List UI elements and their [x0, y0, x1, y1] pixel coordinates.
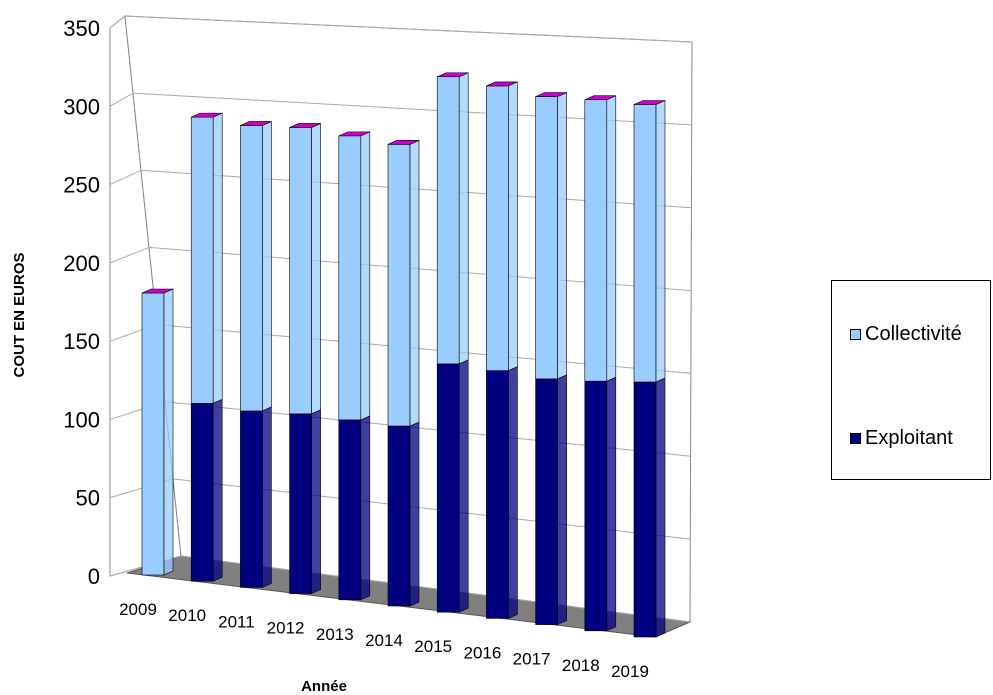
bar-side-exploitant [262, 406, 272, 588]
x-tick-label: 2009 [119, 600, 157, 619]
x-tick-label: 2017 [513, 650, 551, 669]
y-tick-label: 250 [63, 173, 100, 198]
bar-side-exploitant [212, 398, 223, 582]
bar-collectivité [190, 116, 214, 404]
y-tick-label: 0 [88, 564, 100, 589]
bar-exploitant [289, 413, 312, 594]
legend-item-exploitant: Exploitant [850, 427, 953, 450]
x-tick-label: 2018 [562, 656, 600, 675]
y-axis-title: COUT EN EUROS [11, 252, 28, 377]
bar-side-collectivité [606, 95, 617, 382]
bar-top [240, 121, 272, 126]
x-tick-label: 2013 [316, 625, 354, 644]
legend-label-collectivite: Collectivité [865, 323, 962, 345]
x-tick-label: 2012 [267, 619, 305, 638]
bar-top [338, 131, 370, 137]
x-tick-label: 2014 [365, 631, 403, 650]
bar-collectivité [436, 76, 460, 365]
bar-collectivité [387, 144, 411, 427]
x-axis-ticks: 2009 2010 2011 2012 2013 2014 2015 2016 2017 2018… [119, 600, 649, 681]
bar-side-exploitant [655, 377, 666, 638]
y-tick-label: 100 [63, 407, 100, 432]
bar-top [191, 112, 223, 118]
bar-side-collectivité [311, 122, 321, 415]
bar-top [633, 100, 666, 105]
bars [141, 72, 666, 638]
y-tick-label: 300 [63, 94, 100, 119]
bar-side-exploitant [409, 421, 420, 607]
bar-collectivité [141, 292, 165, 576]
bar-side-exploitant [458, 359, 469, 613]
bar-collectivité [633, 104, 657, 383]
bar-side-exploitant [606, 376, 617, 632]
bar-side-collectivité [508, 81, 518, 372]
bar-top [387, 140, 420, 145]
bar-exploitant [387, 425, 411, 607]
bar-exploitant [633, 381, 657, 638]
legend-swatch-exploitant [850, 433, 861, 444]
y-axis-ticks: 0 50 100 150 200 250 300 350 [63, 16, 100, 589]
gridline-side [109, 246, 150, 264]
bar-side-collectivité [409, 139, 420, 427]
x-tick-label: 2011 [218, 612, 255, 631]
bar-side-collectivité [163, 288, 174, 576]
gridline-side [109, 169, 142, 186]
gridline-side [109, 92, 134, 107]
legend: Collectivité Exploitant [831, 280, 991, 480]
y-tick-label: 150 [63, 329, 100, 354]
bar-top [141, 288, 174, 294]
bar-top [486, 81, 518, 87]
bar-collectivité [240, 125, 263, 412]
x-tick-label: 2010 [168, 606, 206, 625]
bar-exploitant [190, 403, 214, 582]
bar-collectivité [289, 127, 312, 415]
bar-side-collectivité [262, 120, 272, 412]
x-tick-label: 2016 [463, 643, 501, 662]
bar-collectivité [584, 99, 608, 382]
bar-top [437, 72, 469, 78]
gridline [124, 15, 693, 43]
bar-side-collectivité [655, 100, 666, 383]
bar-exploitant [486, 370, 509, 619]
bar-collectivité [535, 96, 558, 380]
bar-side-collectivité [360, 131, 371, 421]
bar-side-exploitant [311, 409, 321, 595]
x-tick-label: 2015 [414, 637, 452, 656]
bar-exploitant [535, 378, 558, 625]
bar-exploitant [240, 410, 263, 588]
bar-collectivité [486, 85, 509, 371]
legend-item-collectivite: Collectivité [850, 323, 962, 346]
bar-side-collectivité [458, 72, 469, 365]
legend-label-exploitant: Exploitant [865, 427, 953, 449]
bar-side-exploitant [508, 366, 518, 619]
bar-top [584, 95, 616, 101]
bar-exploitant [338, 419, 362, 601]
y-tick-label: 200 [63, 251, 100, 276]
x-axis-title: Année [301, 678, 347, 695]
bar-side-collectivité [557, 92, 567, 380]
x-tick-label: 2019 [611, 662, 649, 681]
y-tick-label: 350 [63, 16, 100, 41]
gridline-side [109, 15, 126, 29]
bar-exploitant [436, 363, 460, 613]
bar-side-exploitant [557, 374, 567, 626]
bar-collectivité [338, 135, 362, 421]
bar-top [535, 92, 567, 97]
bar-side-collectivité [212, 112, 223, 404]
bar-exploitant [584, 380, 608, 632]
bar-side-exploitant [360, 415, 371, 601]
legend-swatch-collectivite [850, 329, 861, 340]
bar-top [289, 123, 321, 128]
y-tick-label: 50 [76, 486, 100, 511]
